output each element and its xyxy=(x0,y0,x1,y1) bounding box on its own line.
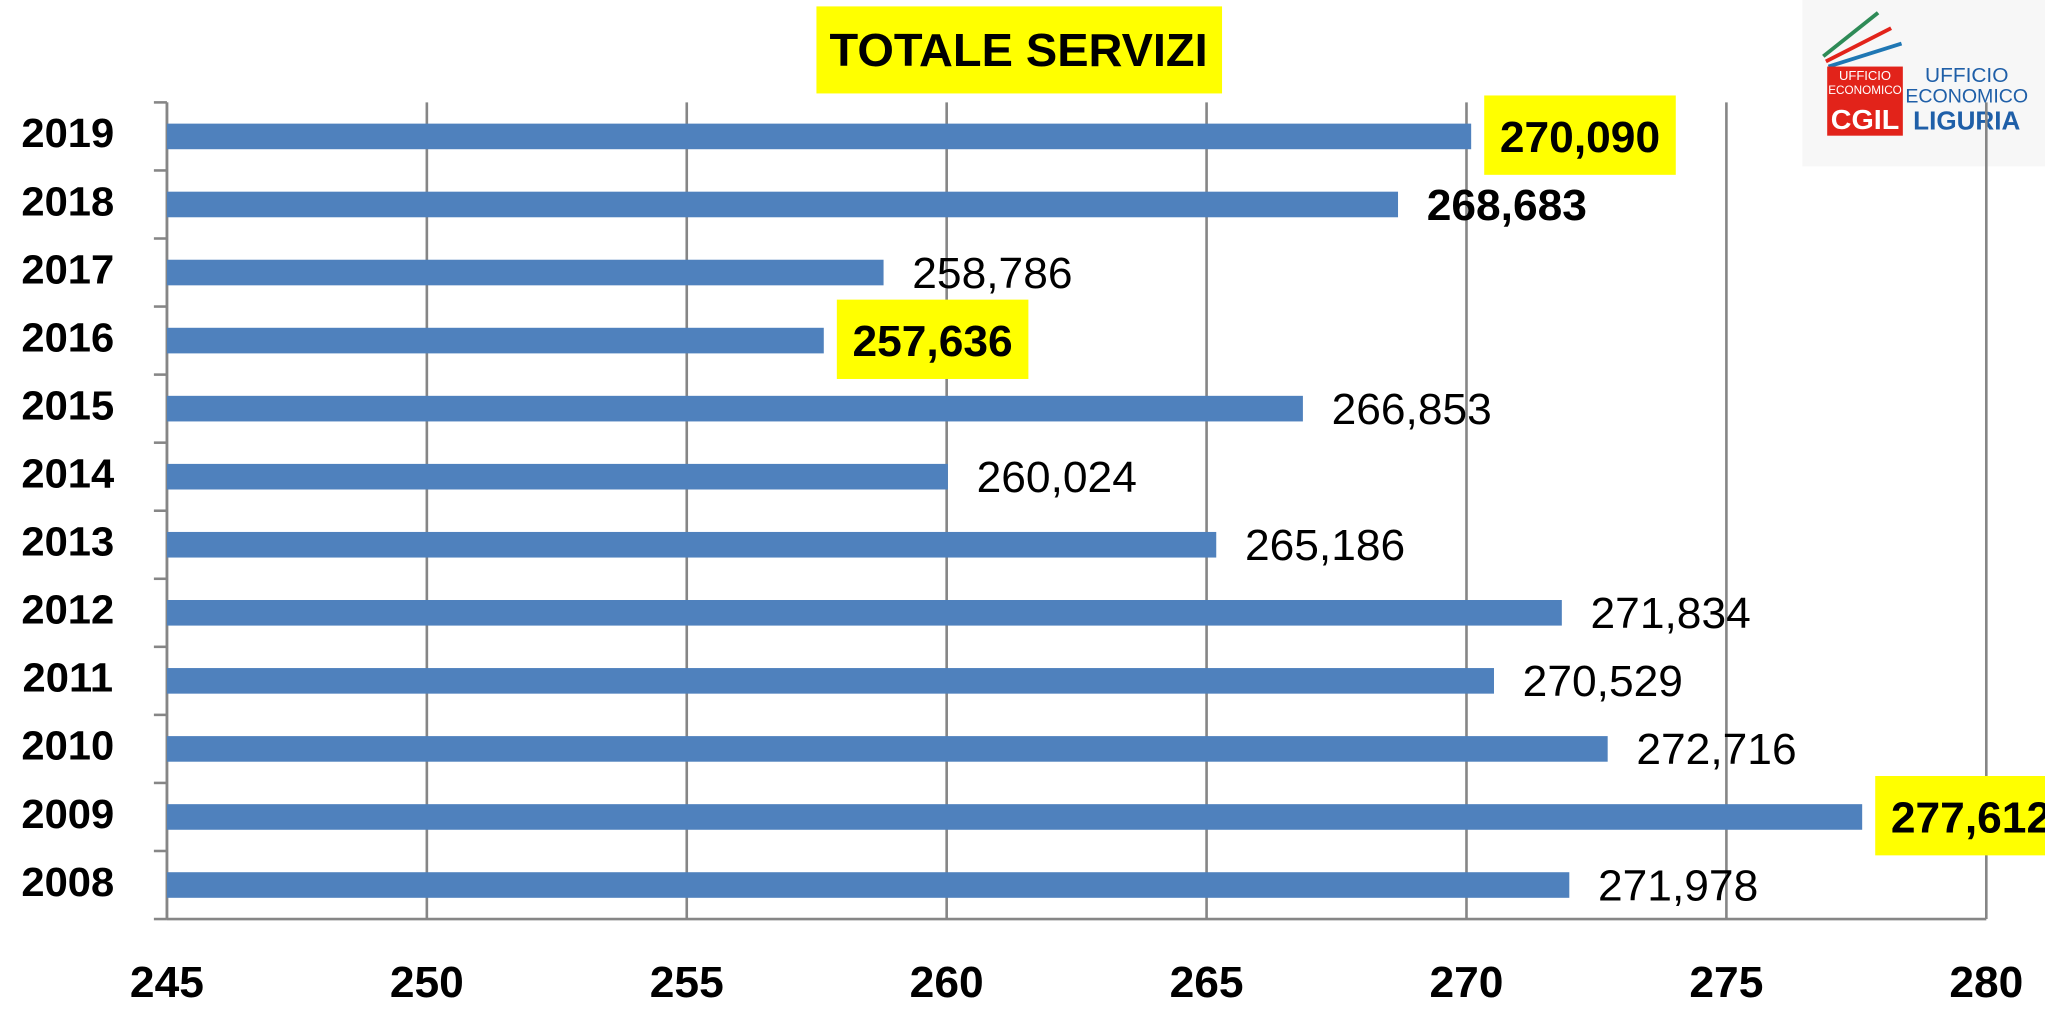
bar xyxy=(166,668,1494,694)
x-tick-label: 250 xyxy=(390,958,464,1007)
logo-red xyxy=(1827,66,1903,136)
x-tick-label: 245 xyxy=(130,958,204,1007)
value-label-highlight xyxy=(1484,95,1676,175)
logo-text: CGIL xyxy=(1831,104,1899,136)
value-label: 257,636 xyxy=(852,317,1012,366)
bar xyxy=(166,463,948,490)
value-label-highlight xyxy=(836,299,1029,379)
value-label-highlight xyxy=(1875,776,2045,856)
value-label: 270,529 xyxy=(1523,658,1683,707)
y-tick-label: 2014 xyxy=(21,451,114,497)
y-tick-label: 2009 xyxy=(21,791,114,837)
bar xyxy=(166,259,884,286)
logo-text: UFFICIO xyxy=(1839,68,1891,83)
x-tick-label: 265 xyxy=(1170,958,1244,1007)
value-label: 271,978 xyxy=(1598,862,1758,911)
bar xyxy=(166,804,1863,830)
value-label: 270,090 xyxy=(1500,113,1660,162)
y-tick-label: 2012 xyxy=(21,587,114,633)
value-label: 265,186 xyxy=(1245,521,1405,570)
bar xyxy=(166,600,1562,626)
logo-text: LIGURIA xyxy=(1913,108,2020,136)
title-box xyxy=(816,6,1223,94)
y-tick-label: 2015 xyxy=(21,383,114,429)
y-tick-label: 2018 xyxy=(21,179,114,225)
x-tick-label: 275 xyxy=(1689,958,1763,1007)
bar xyxy=(166,123,1472,150)
y-tick-label: 2016 xyxy=(21,315,114,361)
logo-text: ECONOMICO xyxy=(1828,84,1902,97)
bar xyxy=(166,736,1608,762)
logo: UFFICIO ECONOMICO CGIL UFFICIO ECONOMICO… xyxy=(1802,0,2045,167)
y-tick-label: 2008 xyxy=(21,859,114,905)
logo-stroke xyxy=(1824,26,1893,64)
value-label: 271,834 xyxy=(1591,590,1751,639)
y-tick-label: 2010 xyxy=(21,723,114,769)
bar xyxy=(166,191,1399,218)
value-label: 266,853 xyxy=(1332,385,1492,434)
y-tick-label: 2013 xyxy=(21,519,114,565)
y-tick-label: 2017 xyxy=(21,247,114,293)
x-tick-label: 255 xyxy=(650,958,724,1007)
value-label: 272,716 xyxy=(1636,726,1796,775)
y-tick-label: 2019 xyxy=(21,111,114,157)
chart-title: TOTALE SERVIZI xyxy=(830,24,1208,76)
logo-stroke xyxy=(1822,11,1880,58)
value-label: 277,612 xyxy=(1891,794,2045,843)
value-label: 260,024 xyxy=(977,453,1137,502)
x-tick-label: 280 xyxy=(1949,958,2023,1007)
logo-text: ECONOMICO xyxy=(1905,86,2028,108)
logo-text: UFFICIO xyxy=(1925,64,2008,87)
bar xyxy=(166,872,1570,898)
value-label: 258,786 xyxy=(912,249,1072,298)
y-tick-label: 2011 xyxy=(23,655,114,701)
bar xyxy=(166,327,824,354)
bar xyxy=(166,531,1217,558)
x-tick-label: 270 xyxy=(1429,958,1503,1007)
bar xyxy=(166,395,1303,422)
logo-stroke xyxy=(1827,41,1903,69)
x-tick-label: 260 xyxy=(910,958,984,1007)
value-label: 268,683 xyxy=(1427,181,1587,230)
